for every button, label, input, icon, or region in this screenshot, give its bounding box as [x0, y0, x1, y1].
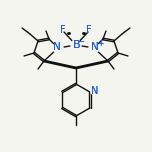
- Text: F: F: [86, 25, 92, 35]
- Text: −: −: [78, 38, 85, 47]
- Circle shape: [71, 40, 81, 50]
- Text: N: N: [91, 42, 99, 52]
- Text: N: N: [53, 42, 61, 52]
- Text: N: N: [91, 42, 99, 52]
- Text: N: N: [91, 86, 98, 96]
- Text: F: F: [60, 25, 66, 35]
- Text: B: B: [73, 40, 81, 50]
- Circle shape: [53, 43, 63, 53]
- Circle shape: [91, 87, 99, 95]
- Text: −: −: [78, 38, 85, 47]
- Text: +: +: [97, 40, 103, 48]
- Text: F: F: [60, 25, 66, 35]
- Text: N: N: [91, 86, 98, 96]
- Text: F: F: [86, 25, 92, 35]
- Text: B: B: [73, 40, 81, 50]
- Text: N: N: [53, 42, 61, 52]
- Circle shape: [89, 43, 99, 53]
- Text: +: +: [97, 40, 103, 48]
